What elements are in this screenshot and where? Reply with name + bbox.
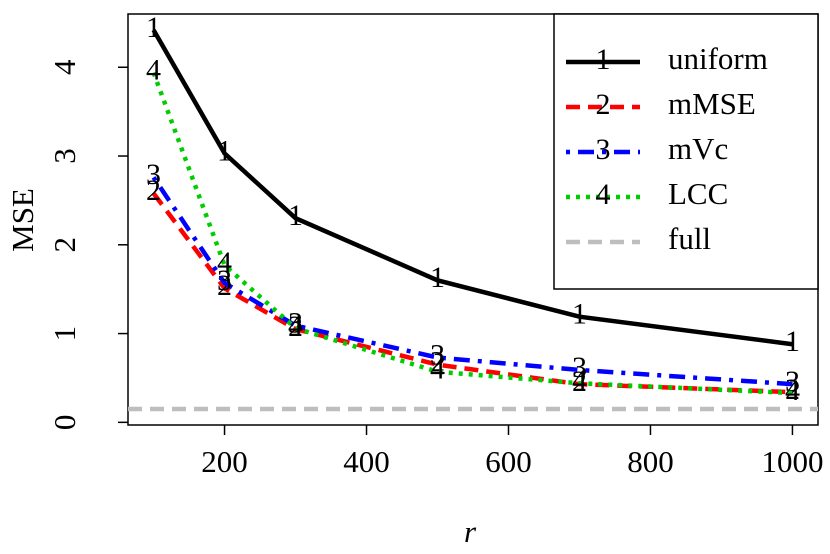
point-marker: 1 <box>785 325 800 358</box>
legend-label: mVc <box>668 131 728 166</box>
point-marker: 2 <box>785 373 800 406</box>
point-marker: 1 <box>430 261 445 294</box>
y-tick-label: 1 <box>47 326 82 342</box>
legend-marker: 4 <box>596 178 611 211</box>
point-marker: 4 <box>785 374 800 407</box>
point-marker: 3 <box>572 351 587 384</box>
series-line <box>151 71 793 396</box>
point-marker: 4 <box>572 364 587 397</box>
legend-marker: 3 <box>596 133 611 166</box>
point-marker: 4 <box>217 246 232 279</box>
x-tick-label: 600 <box>485 444 532 479</box>
legend-label: full <box>668 221 711 256</box>
point-marker: 3 <box>146 158 161 191</box>
point-marker: 1 <box>146 11 161 44</box>
point-marker: 3 <box>430 338 445 371</box>
point-marker: 2 <box>146 174 161 207</box>
x-tick-label: 800 <box>627 444 674 479</box>
x-axis-label: r <box>464 514 477 549</box>
x-tick-label: 1000 <box>761 444 823 479</box>
point-marker: 1 <box>217 134 232 167</box>
y-tick-label: 3 <box>47 148 82 164</box>
series-line <box>151 191 793 395</box>
legend-marker: 1 <box>596 43 611 76</box>
y-tick-label: 0 <box>47 415 82 431</box>
point-marker: 4 <box>288 309 303 342</box>
x-tick-label: 200 <box>201 444 248 479</box>
x-tick-label: 400 <box>343 444 390 479</box>
legend-label: LCC <box>668 176 728 211</box>
point-marker: 1 <box>572 298 587 331</box>
point-marker: 1 <box>288 199 303 232</box>
point-marker: 3 <box>217 264 232 297</box>
point-marker: 2 <box>288 310 303 343</box>
point-marker: 4 <box>146 53 161 86</box>
series-line <box>151 28 793 347</box>
legend-label: uniform <box>668 41 768 76</box>
legend-marker: 2 <box>596 88 611 121</box>
y-tick-label: 2 <box>47 237 82 253</box>
point-marker: 4 <box>430 353 445 386</box>
point-marker: 3 <box>785 365 800 398</box>
point-marker: 3 <box>288 306 303 339</box>
legend-label: mMSE <box>668 86 756 121</box>
y-tick-label: 4 <box>47 59 82 75</box>
y-axis-label: MSE <box>5 188 40 252</box>
